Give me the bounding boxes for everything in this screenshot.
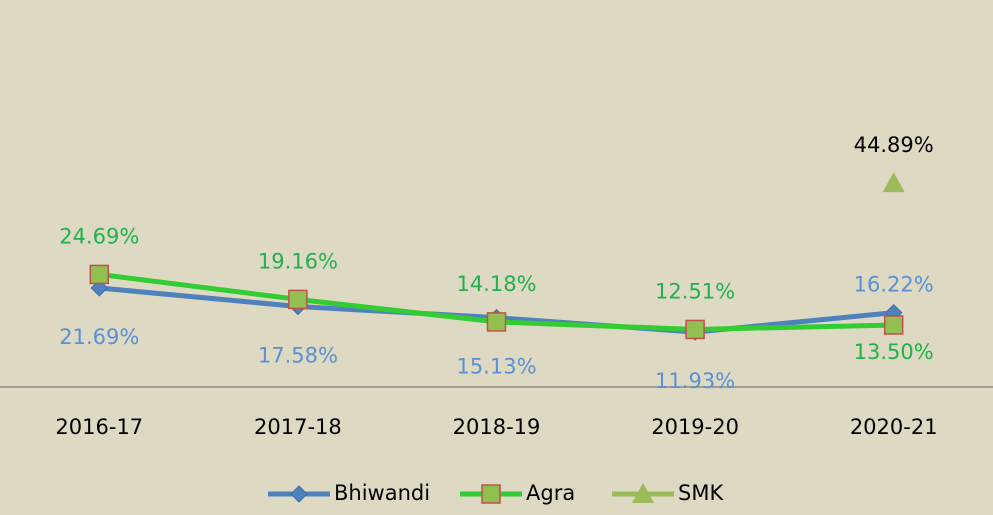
- marker-square: [288, 289, 308, 310]
- data-label: 11.93%: [655, 369, 735, 393]
- x-tick-label: 2019-20: [651, 415, 739, 439]
- data-label: 44.89%: [854, 133, 934, 157]
- marker-diamond: [90, 279, 109, 297]
- marker-square: [486, 312, 507, 332]
- x-tick-label: 2018-19: [453, 415, 541, 439]
- data-label: 13.50%: [854, 340, 934, 364]
- data-label: 15.13%: [456, 355, 536, 379]
- marker-square: [89, 264, 110, 285]
- x-tick-label: 2020-21: [850, 415, 938, 439]
- legend-label: Agra: [526, 481, 575, 505]
- x-tick-label: 2016-17: [55, 415, 143, 439]
- legend-label: Bhiwandi: [334, 481, 430, 505]
- marker-triangle: [632, 483, 654, 503]
- data-label: 17.58%: [258, 344, 338, 368]
- x-tick-label: 2017-18: [254, 415, 342, 439]
- marker-square: [685, 319, 705, 340]
- marker-square: [883, 315, 904, 335]
- data-label: 14.18%: [456, 272, 536, 296]
- data-label: 21.69%: [59, 325, 139, 349]
- marker-triangle: [882, 172, 905, 193]
- data-label: 16.22%: [854, 273, 934, 297]
- marker-diamond: [290, 485, 308, 503]
- data-label: 24.69%: [59, 224, 139, 248]
- data-label: 19.16%: [258, 249, 338, 273]
- marker-square: [481, 484, 501, 504]
- legend-label: SMK: [678, 481, 724, 505]
- data-label: 12.51%: [655, 279, 735, 303]
